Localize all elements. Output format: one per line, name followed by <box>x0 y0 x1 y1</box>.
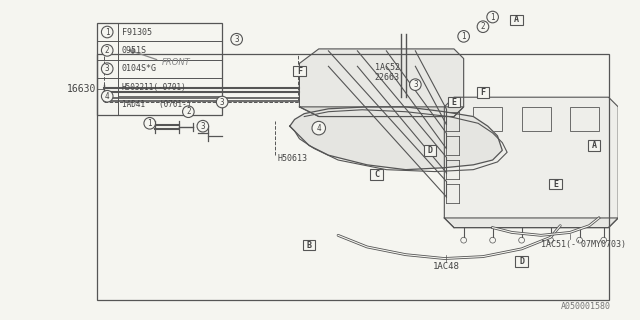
Text: 3: 3 <box>105 64 109 73</box>
Text: H503211(-0701): H503211(-0701) <box>122 83 186 92</box>
Text: 16630: 16630 <box>67 84 97 94</box>
Text: F: F <box>297 67 302 76</box>
Bar <box>570 107 599 131</box>
Polygon shape <box>300 49 463 116</box>
Text: 1: 1 <box>461 32 466 41</box>
Text: 1AC51(-'07MY0703): 1AC51(-'07MY0703) <box>541 240 626 249</box>
Bar <box>97 23 222 115</box>
Polygon shape <box>300 107 463 116</box>
Circle shape <box>197 120 209 132</box>
Text: 3: 3 <box>234 35 239 44</box>
Bar <box>104 54 298 102</box>
Text: F91305: F91305 <box>122 28 152 36</box>
Bar <box>515 256 528 267</box>
Bar <box>522 107 550 131</box>
Text: H50613: H50613 <box>277 154 307 163</box>
Text: A050001580: A050001580 <box>561 302 611 311</box>
Bar <box>97 54 609 300</box>
Polygon shape <box>290 107 502 170</box>
Text: 0104S*G: 0104S*G <box>122 64 157 73</box>
Circle shape <box>144 117 156 129</box>
Text: 1: 1 <box>105 28 109 36</box>
Text: 1AC48: 1AC48 <box>433 262 460 271</box>
Circle shape <box>101 44 113 56</box>
Text: 1AC52: 1AC52 <box>375 63 400 72</box>
Polygon shape <box>444 218 618 228</box>
Circle shape <box>477 21 489 33</box>
Text: F: F <box>481 88 486 97</box>
Text: 3: 3 <box>413 80 418 89</box>
Text: 2: 2 <box>186 107 191 116</box>
Text: D: D <box>519 257 524 266</box>
Circle shape <box>216 96 228 108</box>
Text: E: E <box>451 98 456 107</box>
Text: E: E <box>553 180 558 189</box>
Bar <box>424 145 436 156</box>
Text: 1AD41   (0701-): 1AD41 (0701-) <box>122 100 191 109</box>
Circle shape <box>101 63 113 75</box>
Circle shape <box>182 106 194 117</box>
Text: 3: 3 <box>200 122 205 131</box>
Polygon shape <box>444 97 618 228</box>
Bar <box>477 87 489 98</box>
Text: 22663: 22663 <box>375 73 400 82</box>
Text: FRONT: FRONT <box>161 58 190 67</box>
Circle shape <box>312 121 326 135</box>
Bar <box>303 240 316 250</box>
Text: 2: 2 <box>105 46 109 55</box>
Bar <box>511 15 523 25</box>
Bar <box>371 169 383 180</box>
Circle shape <box>487 11 499 23</box>
Text: 3: 3 <box>220 98 225 107</box>
Bar <box>588 140 600 151</box>
Bar <box>549 179 562 189</box>
Circle shape <box>410 79 421 91</box>
Bar <box>448 97 460 107</box>
Text: 0951S: 0951S <box>122 46 147 55</box>
Text: A: A <box>591 141 596 150</box>
Text: 4: 4 <box>316 124 321 132</box>
Circle shape <box>458 31 470 42</box>
Circle shape <box>231 34 243 45</box>
Bar <box>474 107 502 131</box>
Text: D: D <box>428 146 433 155</box>
Bar <box>293 66 306 76</box>
Text: A: A <box>515 15 519 24</box>
Text: 1: 1 <box>147 119 152 128</box>
Text: B: B <box>307 241 312 250</box>
Circle shape <box>101 91 113 102</box>
Circle shape <box>101 26 113 38</box>
Text: C: C <box>374 170 380 179</box>
Text: 2: 2 <box>481 22 485 31</box>
Text: 1: 1 <box>490 12 495 21</box>
Text: 4: 4 <box>105 92 109 101</box>
